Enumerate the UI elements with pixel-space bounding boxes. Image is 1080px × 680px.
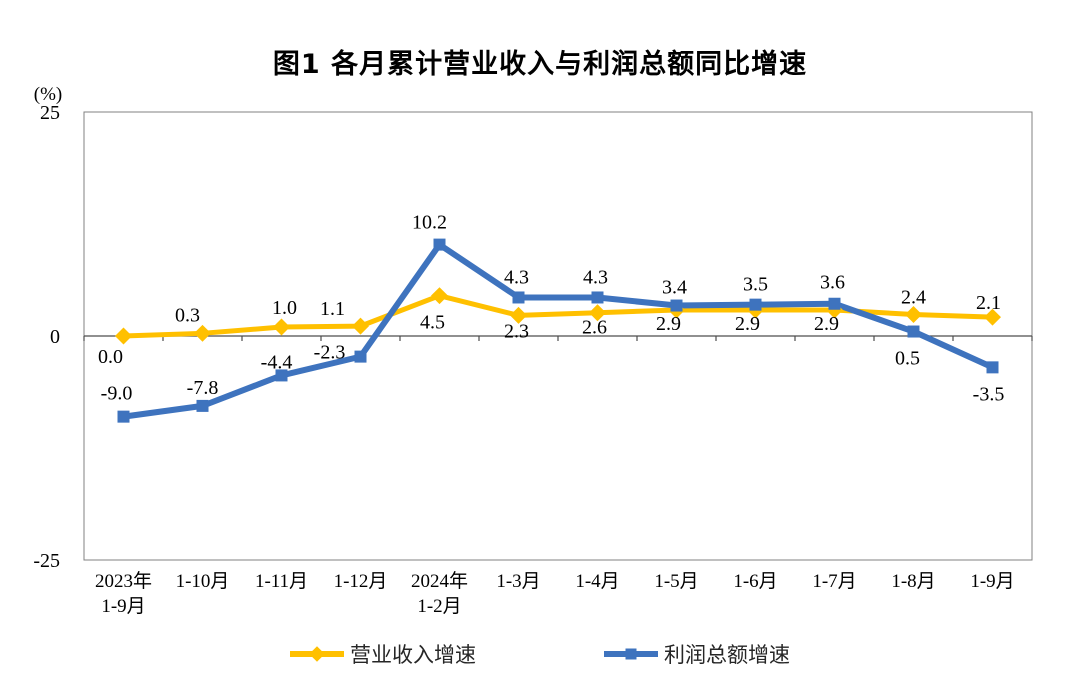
data-label-profit-growth: 10.2 [412, 212, 447, 234]
data-point-revenue-growth [352, 317, 369, 335]
data-point-profit-growth [512, 291, 525, 304]
data-label-profit-growth: -7.8 [187, 377, 219, 399]
data-label-revenue-growth: 1.1 [320, 298, 345, 320]
data-point-profit-growth [670, 299, 683, 312]
x-axis-category-label: 1-3月 [496, 571, 540, 592]
data-label-revenue-growth: 2.3 [504, 320, 529, 342]
data-point-revenue-growth [984, 308, 1001, 326]
data-label-profit-growth: -4.4 [261, 351, 293, 373]
x-axis-category-label: 1-7月 [812, 571, 856, 592]
data-point-profit-growth [828, 297, 841, 310]
data-point-profit-growth [907, 325, 920, 338]
data-point-revenue-growth [510, 306, 527, 324]
data-label-revenue-growth: 1.0 [272, 297, 297, 319]
data-label-profit-growth: 0.5 [895, 348, 920, 370]
data-label-revenue-growth: 0.0 [98, 346, 123, 368]
data-label-revenue-growth: 2.9 [814, 313, 839, 335]
data-label-revenue-growth: 0.3 [175, 304, 200, 326]
chart-title: 图1 各月累计营业收入与利润总额同比增速 [272, 49, 808, 80]
data-point-profit-growth [196, 399, 209, 412]
data-label-profit-growth: -2.3 [314, 342, 346, 364]
data-point-revenue-growth [115, 327, 132, 345]
x-axis-category-label: 1-4月 [575, 571, 619, 592]
data-point-profit-growth [275, 369, 288, 382]
chart-legend: 营业收入增速 利润总额增速 [0, 639, 1080, 669]
data-label-profit-growth: 4.3 [504, 266, 529, 288]
y-axis-tick-label: 0 [50, 326, 60, 348]
x-axis-category-label: 1-8月 [891, 571, 935, 592]
data-point-revenue-growth [273, 318, 290, 336]
y-axis-tick-label: 25 [40, 102, 60, 124]
legend-item-revenue: 营业收入增速 [290, 639, 476, 669]
data-label-revenue-growth: 2.1 [976, 292, 1001, 314]
series-line-profit-growth [120, 241, 996, 420]
x-axis-category-label: 1-12月 [334, 571, 388, 592]
legend-item-profit: 利润总额增速 [604, 639, 790, 669]
data-point-profit-growth [117, 410, 130, 423]
data-point-profit-growth [354, 350, 367, 363]
data-label-profit-growth: -9.0 [101, 383, 133, 405]
x-axis-category-label: 1-10月 [176, 571, 230, 592]
legend-label-revenue: 营业收入增速 [350, 643, 476, 667]
x-axis-category-label: 2024年 1-2月 [411, 570, 468, 617]
legend-label-profit: 利润总额增速 [664, 643, 790, 667]
x-axis-category-label: 2023年 1-9月 [95, 570, 152, 617]
data-point-revenue-growth [905, 306, 922, 323]
y-axis-tick-label: -25 [33, 550, 60, 572]
data-label-profit-growth: 4.3 [583, 266, 608, 288]
data-point-revenue-growth [589, 304, 606, 322]
data-point-profit-growth [749, 298, 762, 311]
data-label-profit-growth: 3.6 [820, 272, 845, 294]
y-axis-unit-label: (%) [34, 84, 62, 105]
data-label-profit-growth: -3.5 [973, 383, 1005, 405]
x-axis-category-label: 1-11月 [255, 571, 308, 592]
x-axis-category-label: 1-9月 [970, 571, 1014, 592]
revenue-series-marker-icon [290, 646, 344, 662]
data-label-profit-growth: 3.5 [743, 274, 768, 296]
x-axis-category-label: 1-5月 [654, 571, 698, 592]
data-point-profit-growth [433, 238, 446, 251]
data-point-profit-growth [986, 361, 999, 374]
data-label-revenue-growth: 2.6 [582, 317, 607, 339]
data-label-revenue-growth: 2.9 [656, 313, 681, 335]
data-point-revenue-growth [194, 324, 211, 342]
data-label-revenue-growth: 2.4 [901, 286, 926, 308]
data-point-profit-growth [591, 291, 604, 304]
data-label-revenue-growth: 4.5 [420, 312, 445, 334]
data-label-revenue-growth: 2.9 [735, 313, 760, 335]
data-point-revenue-growth [431, 287, 448, 305]
profit-series-marker-icon [604, 648, 658, 660]
data-label-profit-growth: 3.4 [662, 277, 687, 299]
x-axis-category-label: 1-6月 [733, 571, 777, 592]
